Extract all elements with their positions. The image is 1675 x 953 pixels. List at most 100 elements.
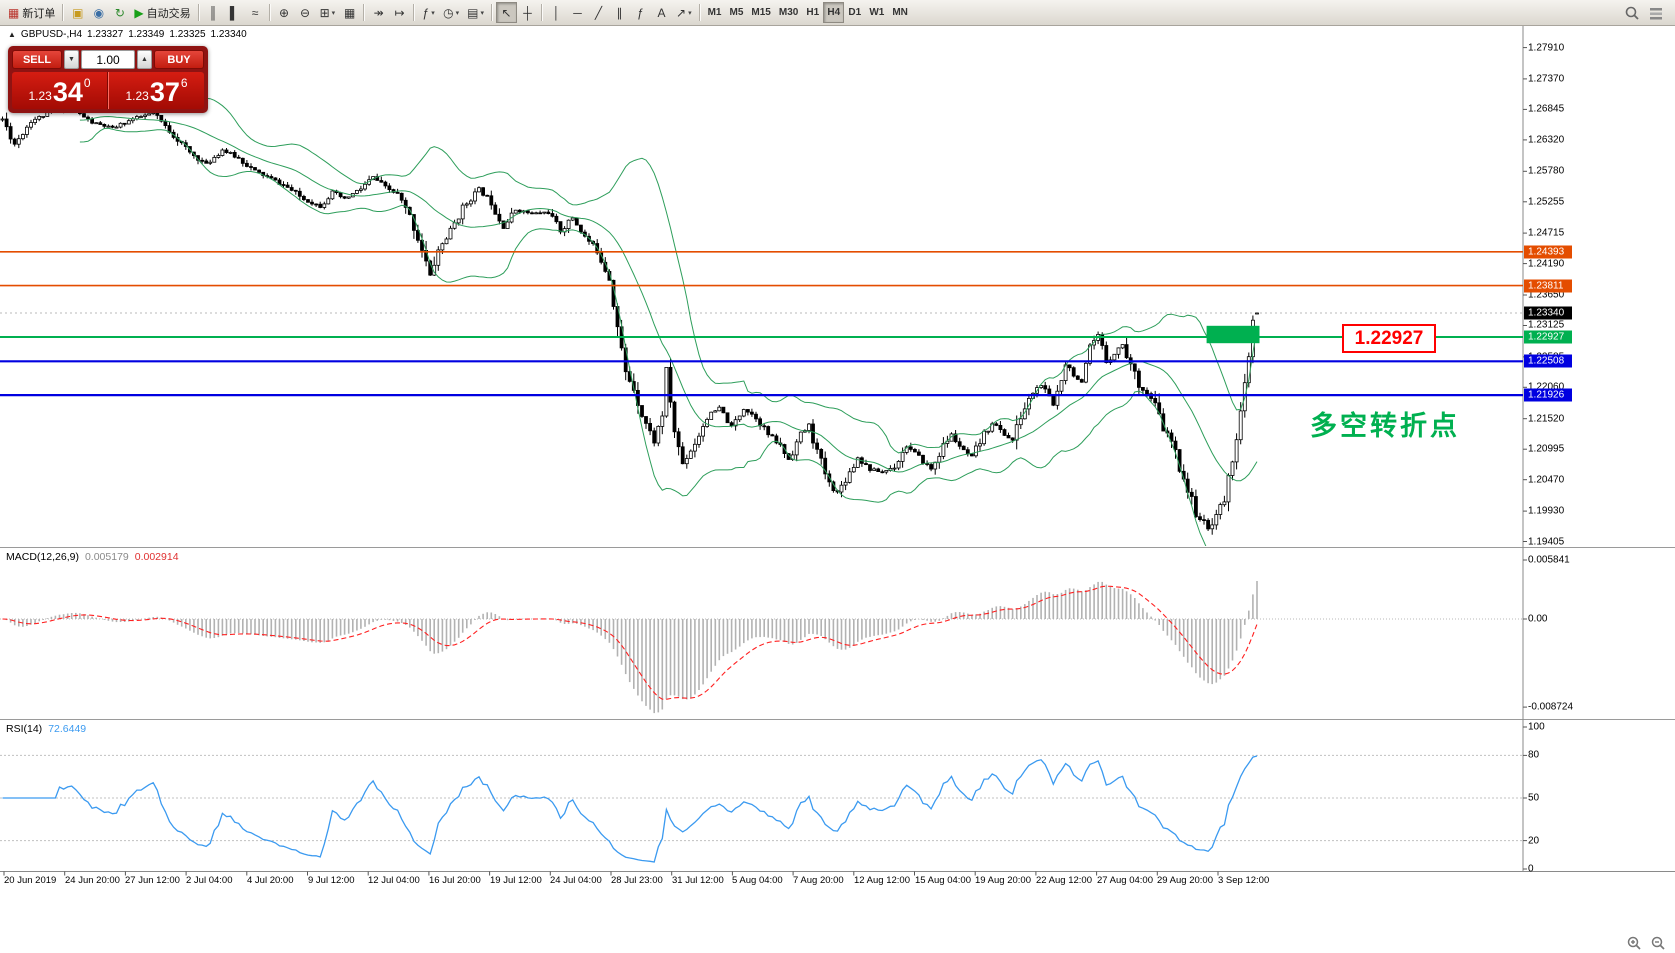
price-tag-1.22508: 1.22508 <box>1524 354 1572 368</box>
cursor-button[interactable]: ↖ <box>496 2 518 23</box>
sell-price-display[interactable]: 1.23 34 0 <box>12 72 108 109</box>
buy-price-pip: 6 <box>180 76 188 90</box>
fibonacci-button[interactable]: ƒ <box>630 2 651 23</box>
timeframe-d1-button[interactable]: D1 <box>844 2 865 23</box>
sell-button[interactable]: SELL <box>12 50 62 69</box>
toolbar-options-icon[interactable] <box>1647 4 1665 22</box>
one-click-toggle[interactable]: ▲ <box>8 30 16 39</box>
one-click-prices: 1.23 34 0 1.23 37 6 <box>12 72 204 109</box>
timeframe-w1-button[interactable]: W1 <box>865 2 888 23</box>
autotrading-button[interactable]: ▶ 自动交易 <box>130 2 194 23</box>
volume-decrease-button[interactable]: ▼ <box>64 50 79 69</box>
crosshair-button[interactable]: ┼ <box>517 2 538 23</box>
turning-point-note[interactable]: 多空转折点 <box>1310 411 1460 441</box>
time-axis-label: 5 Aug 04:00 <box>732 875 783 886</box>
new-order-button-label: 新订单 <box>22 7 56 20</box>
high-value: 1.23349 <box>128 29 165 40</box>
zoom-in-button[interactable]: ⊕ <box>274 2 295 23</box>
price-axis-label: 1.26845 <box>1528 103 1565 115</box>
trendline-button[interactable]: ╱ <box>588 2 609 23</box>
time-axis-label: 22 Aug 12:00 <box>1036 875 1092 886</box>
new-chart-icon: ⊞ <box>319 5 330 20</box>
equidistant-channel-icon: ∥ <box>616 5 623 20</box>
rsi-axis-label: 100 <box>1528 721 1545 733</box>
timeframe-group: M1 M5 M15 M30 H1 H4 D1 W1 MN <box>704 0 912 25</box>
zoom-out-corner-icon[interactable] <box>1649 934 1667 952</box>
macd-label: MACD(12,26,9) 0.005179 0.002914 <box>6 551 179 563</box>
toolbar-divider <box>62 4 65 21</box>
horizontal-line-button[interactable]: ─ <box>567 2 588 23</box>
expert-advisors-button[interactable]: ▣ <box>67 2 88 23</box>
price-axis-label: 1.23125 <box>1528 319 1565 331</box>
new-chart-button[interactable]: ⊞ ▾ <box>316 2 340 23</box>
chart-shift-button[interactable]: ↦ <box>389 2 410 23</box>
price-tag-1.23811: 1.23811 <box>1524 279 1572 293</box>
low-value: 1.23325 <box>169 29 206 40</box>
volume-increase-button[interactable]: ▲ <box>137 50 152 69</box>
community-button[interactable]: ◉ <box>88 2 109 23</box>
timeframe-h1-button[interactable]: H1 <box>802 2 823 23</box>
macd-axis-label: -0.008724 <box>1528 701 1574 713</box>
zoom-out-button[interactable]: ⊖ <box>295 2 316 23</box>
indicators-icon: ƒ <box>422 5 430 20</box>
candlestick-chart-icon: ▌ <box>229 5 239 20</box>
refresh-icon: ↻ <box>114 5 125 20</box>
tile-windows-icon: ▦ <box>343 5 356 20</box>
price-axis-label: 1.20470 <box>1528 474 1565 486</box>
time-axis-label: 20 Jun 2019 <box>4 875 57 886</box>
symbol-title: GBPUSD-,H4 <box>20 29 83 40</box>
macd-axis-label: 0.005841 <box>1528 554 1570 566</box>
chevron-down-icon: ▾ <box>331 9 336 17</box>
vertical-line-icon: │ <box>552 5 561 20</box>
price-axis-label: 1.19930 <box>1528 505 1565 517</box>
bar-chart-button[interactable]: ║ <box>203 2 224 23</box>
zoom-in-corner-icon[interactable] <box>1625 934 1643 952</box>
volume-input[interactable] <box>81 50 135 69</box>
toolbar-group: ║ ▌ ≈ <box>203 0 266 25</box>
templates-button[interactable]: ▤ ▾ <box>463 2 488 23</box>
line-chart-icon: ≈ <box>251 5 259 20</box>
tile-windows-button[interactable]: ▦ <box>339 2 360 23</box>
buy-button[interactable]: BUY <box>154 50 204 69</box>
toolbar-group: ↖ ┼ <box>496 0 538 25</box>
time-axis-label: 27 Aug 04:00 <box>1097 875 1153 886</box>
arrows-icon: ↗ <box>676 5 687 20</box>
toolbar-group: │ ─ ╱ ∥ ƒ A ↗ ▾ <box>546 0 696 25</box>
auto-scroll-button[interactable]: ↠ <box>368 2 389 23</box>
timeframe-m15-button[interactable]: M15 <box>747 2 774 23</box>
periods-button[interactable]: ◷ ▾ <box>439 2 463 23</box>
price-tag-1.22927: 1.22927 <box>1524 330 1572 344</box>
price-axis-label: 1.20995 <box>1528 443 1565 455</box>
timeframe-h4-button[interactable]: H4 <box>823 2 845 23</box>
rsi-label: RSI(14) 72.6449 <box>6 723 86 735</box>
timeframe-m5-button[interactable]: M5 <box>726 2 748 23</box>
search-icon[interactable] <box>1623 4 1641 22</box>
vertical-line-button[interactable]: │ <box>546 2 567 23</box>
new-order-button[interactable]: ▦ 新订单 <box>4 2 59 23</box>
text-button[interactable]: A <box>651 2 672 23</box>
arrows-button[interactable]: ↗ ▾ <box>672 2 696 23</box>
indicators-button[interactable]: ƒ ▾ <box>418 2 439 23</box>
macd-signal-value: 0.002914 <box>134 551 179 563</box>
line-chart-button[interactable]: ≈ <box>245 2 266 23</box>
chevron-down-icon: ▾ <box>455 9 460 17</box>
cursor-icon: ↖ <box>501 5 512 20</box>
refresh-button[interactable]: ↻ <box>109 2 130 23</box>
trendline-icon: ╱ <box>594 5 603 20</box>
time-axis-label: 19 Aug 20:00 <box>975 875 1031 886</box>
toolbar-group: ↠ ↦ <box>368 0 410 25</box>
main-price-pane <box>0 97 1523 546</box>
price-axis-label: 1.25255 <box>1528 196 1565 208</box>
timeframe-m1-button[interactable]: M1 <box>704 2 726 23</box>
periods-icon: ◷ <box>443 5 454 20</box>
buy-price-display[interactable]: 1.23 37 6 <box>108 72 204 109</box>
time-axis-label: 12 Aug 12:00 <box>854 875 910 886</box>
timeframe-m30-button[interactable]: M30 <box>775 2 802 23</box>
price-flag-label[interactable]: 1.22927 <box>1342 324 1436 353</box>
timeframe-mn-button[interactable]: MN <box>888 2 912 23</box>
time-axis-label: 3 Sep 12:00 <box>1218 875 1270 886</box>
candlestick-chart-button[interactable]: ▌ <box>224 2 245 23</box>
equidistant-channel-button[interactable]: ∥ <box>609 2 630 23</box>
